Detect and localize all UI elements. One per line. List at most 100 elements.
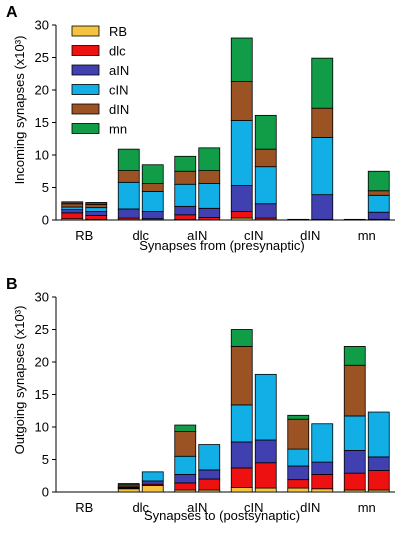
y-tick-label: 15 — [35, 387, 49, 402]
y-tick-label: 5 — [42, 180, 49, 195]
panel-a-xlabel: Synapses from (presynaptic) — [139, 238, 304, 253]
bar-segment-dlc — [85, 215, 108, 220]
legend-label-RB: RB — [109, 24, 127, 39]
x-tick-label: mn — [358, 500, 376, 515]
x-tick-label: cIN — [244, 228, 264, 243]
bar-segment-aIN — [367, 211, 390, 220]
x-tick-label: dIN — [300, 500, 320, 515]
bar-segment-cIN — [311, 423, 334, 463]
y-tick-label: 10 — [35, 148, 49, 163]
panel-a: A Incoming synapses (x10³) Synapses from… — [6, 4, 395, 253]
bar-segment-dlc — [230, 467, 253, 488]
bar-segment-mn — [287, 414, 310, 420]
x-tick-label: aIN — [187, 500, 207, 515]
bar-segment-dIN — [311, 107, 334, 138]
bar-segment-dIN — [287, 418, 310, 450]
bar-segment-mn — [343, 345, 366, 366]
bar-segment-dlc — [367, 470, 390, 491]
bar-segment-dIN — [198, 170, 221, 185]
y-tick-label: 25 — [35, 50, 49, 65]
bar-segment-aIN — [174, 205, 197, 216]
bar-segment-RB — [287, 487, 310, 493]
bar-segment-dlc — [61, 212, 84, 220]
bar-segment-mn — [174, 424, 197, 432]
bar-segment-dIN — [230, 345, 253, 406]
bar-segment-dIN — [141, 183, 164, 192]
bar-segment-cIN — [141, 471, 164, 482]
bar-segment-aIN — [311, 194, 334, 220]
legend-swatch-cIN — [71, 84, 100, 95]
bar-segment-aIN — [343, 218, 366, 221]
bar-segment-dlc — [254, 462, 277, 489]
bar-segment-mn — [230, 329, 253, 347]
bar-segment-mn — [367, 170, 390, 192]
bar-segment-mn — [141, 164, 164, 185]
bar-segment-RB — [117, 488, 140, 493]
y-tick-label: 20 — [35, 83, 49, 98]
legend-swatch-RB — [71, 25, 100, 37]
x-tick-label: mn — [358, 228, 376, 243]
bar-segment-dlc — [198, 478, 221, 491]
bar-segment-mn — [311, 57, 334, 109]
bar-segment-RB — [311, 488, 334, 493]
bar-segment-cIN — [343, 415, 366, 451]
bar-segment-aIN — [287, 465, 310, 481]
bar-segment-cIN — [230, 120, 253, 186]
bar-segment-mn — [61, 201, 84, 205]
bar-segment-dIN — [174, 431, 197, 457]
bar-segment-dlc — [174, 482, 197, 491]
bar-segment-aIN — [311, 461, 334, 475]
bar-segment-aIN — [174, 474, 197, 484]
y-tick-label: 0 — [42, 485, 49, 500]
bar-segment-aIN — [117, 208, 140, 219]
y-tick-label: 30 — [35, 290, 49, 305]
bar-segment-aIN — [141, 211, 164, 220]
legend-swatch-dIN — [71, 103, 100, 115]
bar-segment-dlc — [174, 214, 197, 220]
bar-segment-RB — [230, 487, 253, 493]
x-tick-label: cIN — [244, 500, 264, 515]
bar-segment-cIN — [311, 137, 334, 196]
y-tick-label: 20 — [35, 355, 49, 370]
x-tick-label: dlc — [132, 228, 149, 243]
bar-segment-aIN — [141, 480, 164, 485]
panel-a-ylabel: Incoming synapses (x10³) — [12, 36, 27, 185]
bar-segment-cIN — [141, 190, 164, 212]
bar-segment-dIN — [343, 364, 366, 417]
bar-segment-dIN — [117, 170, 140, 183]
x-tick-label: dIN — [300, 228, 320, 243]
bar-segment-dIN — [174, 170, 197, 185]
bar-segment-cIN — [174, 455, 197, 475]
panel-b-ylabel: Outgoing synapses (x10³) — [12, 306, 27, 455]
panel-b-xlabel: Synapses to (postsynaptic) — [144, 508, 300, 523]
panel-b-label: B — [6, 276, 18, 293]
bar-segment-aIN — [85, 211, 108, 216]
bar-segment-cIN — [85, 207, 108, 212]
bar-segment-cIN — [254, 373, 277, 441]
bar-segment-mn — [117, 483, 140, 486]
bar-segment-RB — [141, 485, 164, 493]
panel-b: B Outgoing synapses (x10³) Synapses to (… — [6, 276, 395, 523]
panel-a-label: A — [6, 4, 18, 21]
bar-segment-dIN — [254, 148, 277, 168]
bar-segment-cIN — [254, 166, 277, 205]
bar-segment-aIN — [61, 209, 84, 214]
legend-label-mn: mn — [109, 122, 127, 137]
bar-segment-dIN — [61, 203, 84, 208]
bar-segment-cIN — [230, 404, 253, 443]
bar-segment-aIN — [287, 218, 310, 221]
bar-segment-dIN — [230, 81, 253, 121]
bar-segment-mn — [117, 148, 140, 171]
bar-segment-dlc — [287, 479, 310, 489]
bar-segment-cIN — [367, 411, 390, 458]
bar-segment-cIN — [117, 181, 140, 210]
bar-segment-dlc — [311, 474, 334, 490]
legend-swatch-mn — [71, 123, 100, 134]
legend-label-cIN: cIN — [109, 83, 129, 98]
legend-label-dlc: dlc — [109, 44, 126, 59]
bar-segment-aIN — [230, 441, 253, 469]
bar-segment-aIN — [254, 439, 277, 464]
bar-segment-aIN — [230, 185, 253, 212]
x-tick-label: RB — [75, 500, 93, 515]
